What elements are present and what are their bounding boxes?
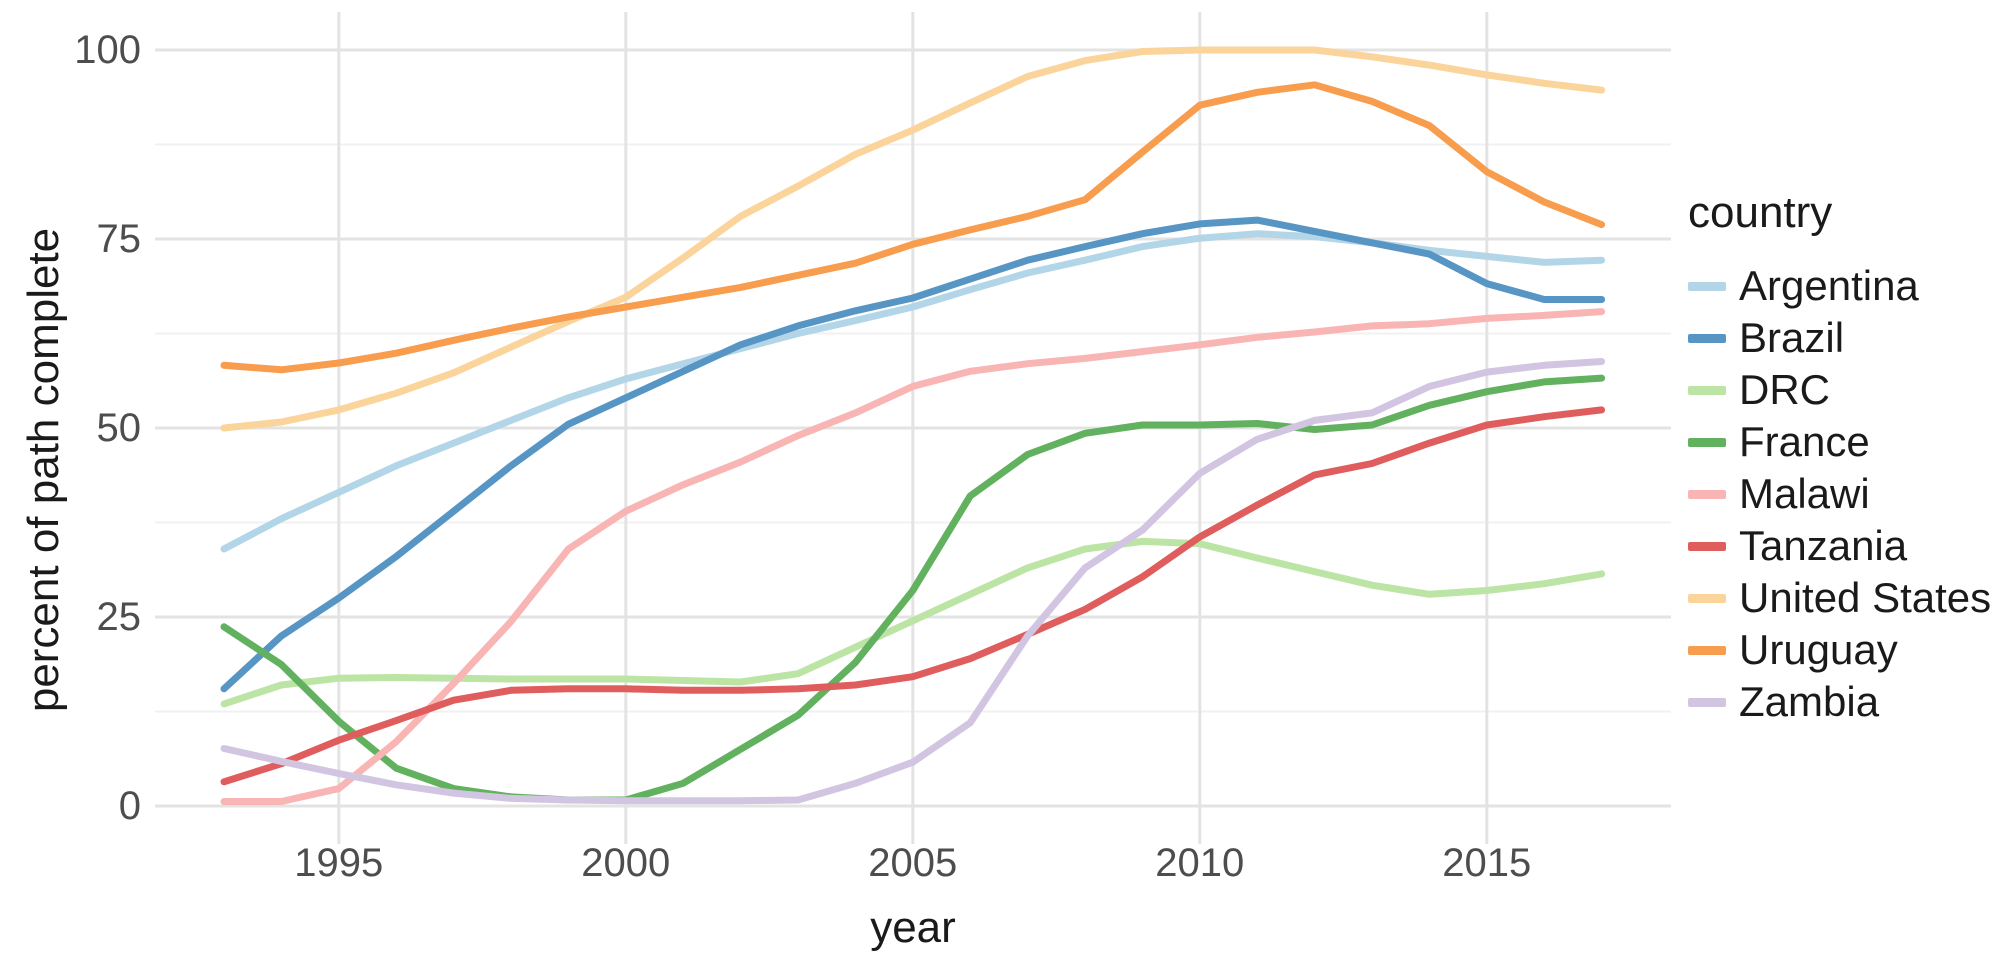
legend-item-drc: DRC <box>1688 364 1991 416</box>
x-tick-label: 2010 <box>1155 841 1244 885</box>
y-tick-label: 0 <box>119 784 141 828</box>
series-line-drc <box>220 537 1606 708</box>
series-line-france <box>220 374 1606 804</box>
series-line-malawi <box>220 308 1606 805</box>
x-tick-label: 2005 <box>868 841 957 885</box>
legend-items: Argentina Brazil DRC France Malawi Tanzania Un… <box>1688 260 1991 728</box>
legend-swatch <box>1688 593 1726 603</box>
y-tick-label: 75 <box>97 217 142 261</box>
series-line-tanzania <box>220 406 1606 786</box>
legend-item-brazil: Brazil <box>1688 312 1991 364</box>
series-line-zambia <box>220 358 1606 805</box>
x-tick-label: 1995 <box>294 841 383 885</box>
x-tick-label: 2015 <box>1442 841 1531 885</box>
legend-item-argentina: Argentina <box>1688 260 1991 312</box>
legend-swatch <box>1688 541 1726 551</box>
legend-swatch <box>1688 645 1726 655</box>
legend-label: Argentina <box>1739 262 1919 309</box>
y-tick-label: 25 <box>97 595 142 639</box>
legend-item-zambia: Zambia <box>1688 676 1991 728</box>
legend-item-france: France <box>1688 416 1991 468</box>
legend-item-tanzania: Tanzania <box>1688 520 1991 572</box>
series-line-united-states <box>220 46 1606 432</box>
legend-item-uruguay: Uruguay <box>1688 624 1991 676</box>
legend-label: Malawi <box>1739 470 1870 517</box>
legend-label: Zambia <box>1739 678 1880 725</box>
y-tick-label: 100 <box>74 28 141 72</box>
series-line-brazil <box>220 216 1606 693</box>
legend-label: Uruguay <box>1739 626 1898 673</box>
legend-title: country <box>1688 188 1833 237</box>
legend-label: France <box>1739 418 1870 465</box>
legend-swatch <box>1688 385 1726 395</box>
legend-item-united-states: United States <box>1688 572 1991 624</box>
legend-swatch <box>1688 333 1726 343</box>
x-tick-label: 2000 <box>581 841 670 885</box>
legend-swatch <box>1688 281 1726 291</box>
x-axis-title: year <box>870 903 956 952</box>
legend-swatch <box>1688 489 1726 499</box>
y-axis-title: percent of path complete <box>19 227 68 713</box>
legend: country Argentina Brazil DRC France Malawi Ta… <box>1688 188 1991 728</box>
series-line-uruguay <box>220 81 1606 374</box>
legend-label: Brazil <box>1739 314 1845 361</box>
legend-item-malawi: Malawi <box>1688 468 1991 520</box>
legend-label: United States <box>1739 574 1992 621</box>
legend-label: Tanzania <box>1739 522 1908 569</box>
legend-swatch <box>1688 437 1726 447</box>
y-tick-label: 50 <box>97 406 142 450</box>
legend-label: DRC <box>1739 366 1830 413</box>
legend-swatch <box>1688 697 1726 707</box>
